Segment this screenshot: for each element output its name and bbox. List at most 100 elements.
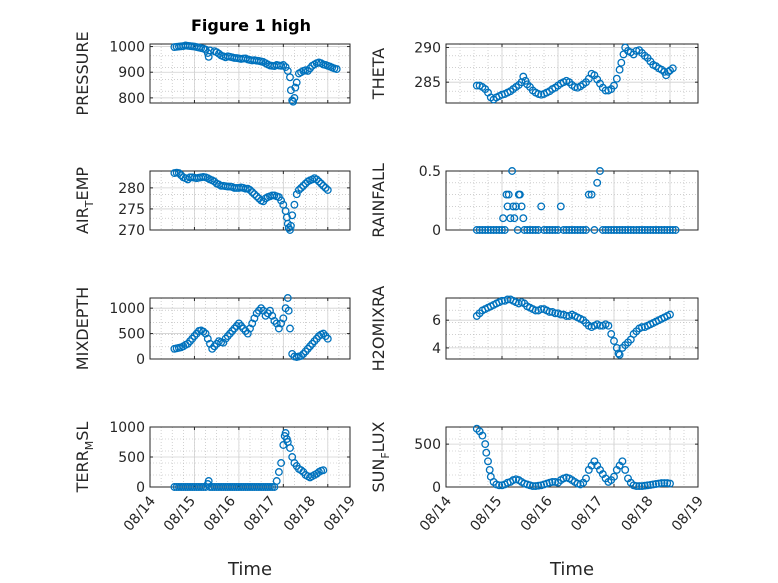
data-point (660, 479, 669, 488)
data-point (286, 324, 294, 333)
data-point (668, 64, 677, 73)
data-point (274, 468, 283, 476)
axes-box (149, 43, 351, 104)
data-point (615, 350, 624, 359)
data-point (279, 61, 288, 69)
data-point (297, 351, 306, 360)
data-point (294, 186, 303, 194)
y-tick-label: 500 (118, 327, 145, 343)
major-grid (150, 44, 350, 103)
data-point (663, 479, 672, 488)
y-tick-label: 4 (432, 341, 441, 357)
data-point (604, 226, 613, 234)
data-series (472, 424, 674, 491)
y-axis-label: PRESSURE (73, 31, 92, 115)
data-point (646, 226, 655, 234)
data-point (598, 226, 607, 234)
data-point (319, 329, 328, 338)
data-point (629, 226, 638, 234)
data-point (528, 226, 537, 234)
data-point (492, 226, 501, 234)
data-point (638, 482, 646, 491)
y-tick-label: 275 (118, 202, 145, 218)
data-point (554, 226, 562, 234)
data-point (484, 457, 492, 466)
data-point (593, 178, 602, 187)
data-point (671, 226, 680, 234)
data-point (495, 481, 504, 490)
data-point (286, 73, 294, 82)
data-point (573, 226, 582, 234)
data-point (612, 74, 621, 83)
data-point (531, 306, 540, 315)
data-point (257, 304, 266, 313)
data-point (319, 466, 328, 475)
data-point (576, 226, 585, 234)
data-point (197, 483, 206, 491)
data-point (624, 226, 632, 234)
data-point (241, 184, 250, 193)
y-tick-label: 1000 (109, 301, 145, 317)
data-point (646, 480, 655, 489)
y-axis-label: TERRMSL (73, 422, 96, 494)
data-point (277, 196, 286, 205)
data-point (498, 226, 506, 234)
y-axis-label: AIRTEMP (73, 167, 96, 234)
y-tick-label: 280 (118, 181, 145, 197)
data-point (590, 226, 599, 234)
y-tick-label: 1000 (109, 420, 145, 436)
data-point (321, 183, 330, 192)
data-point (635, 482, 644, 491)
data-point (223, 332, 232, 341)
data-point (556, 310, 565, 319)
data-point (618, 226, 627, 234)
data-point (668, 226, 677, 234)
data-point (666, 226, 674, 234)
data-point (596, 167, 604, 175)
data-point (303, 66, 312, 75)
data-point (248, 188, 257, 197)
data-point (610, 337, 618, 345)
data-point (219, 338, 228, 347)
data-point (292, 190, 301, 199)
y-tick-label: 500 (414, 437, 441, 453)
data-point (607, 330, 616, 338)
data-point (317, 179, 326, 188)
data-point (526, 226, 534, 234)
data-point (556, 202, 565, 211)
data-point (537, 202, 546, 211)
data-point (640, 481, 649, 490)
data-point (523, 226, 532, 234)
data-point (482, 448, 491, 457)
data-point (290, 93, 299, 102)
data-point (584, 190, 593, 199)
data-point (472, 81, 481, 90)
data-point (478, 226, 487, 234)
data-point (531, 226, 540, 234)
data-point (297, 183, 306, 192)
y-tick-label: 800 (118, 91, 145, 107)
data-point (323, 186, 332, 194)
data-point (551, 309, 560, 318)
data-point (657, 479, 666, 488)
data-point (314, 177, 323, 186)
data-point (266, 483, 274, 491)
data-point (489, 226, 498, 234)
data-point (540, 226, 548, 234)
data-series (170, 41, 341, 106)
y-axis-label: SUNFLUX (369, 421, 392, 492)
y-axis-label: THETA (369, 48, 388, 100)
data-series (170, 429, 328, 491)
data-point (303, 344, 312, 353)
data-point (517, 202, 526, 211)
data-point (270, 316, 279, 325)
data-point (632, 226, 641, 234)
subplot-theta: 285 290 THETA (369, 40, 699, 104)
data-point (548, 477, 557, 486)
x-axis-label: Time (549, 559, 594, 580)
data-point (299, 181, 308, 190)
data-point (510, 214, 519, 223)
data-point (610, 472, 618, 481)
y-axis-label: H2OMIXRA (369, 286, 388, 372)
